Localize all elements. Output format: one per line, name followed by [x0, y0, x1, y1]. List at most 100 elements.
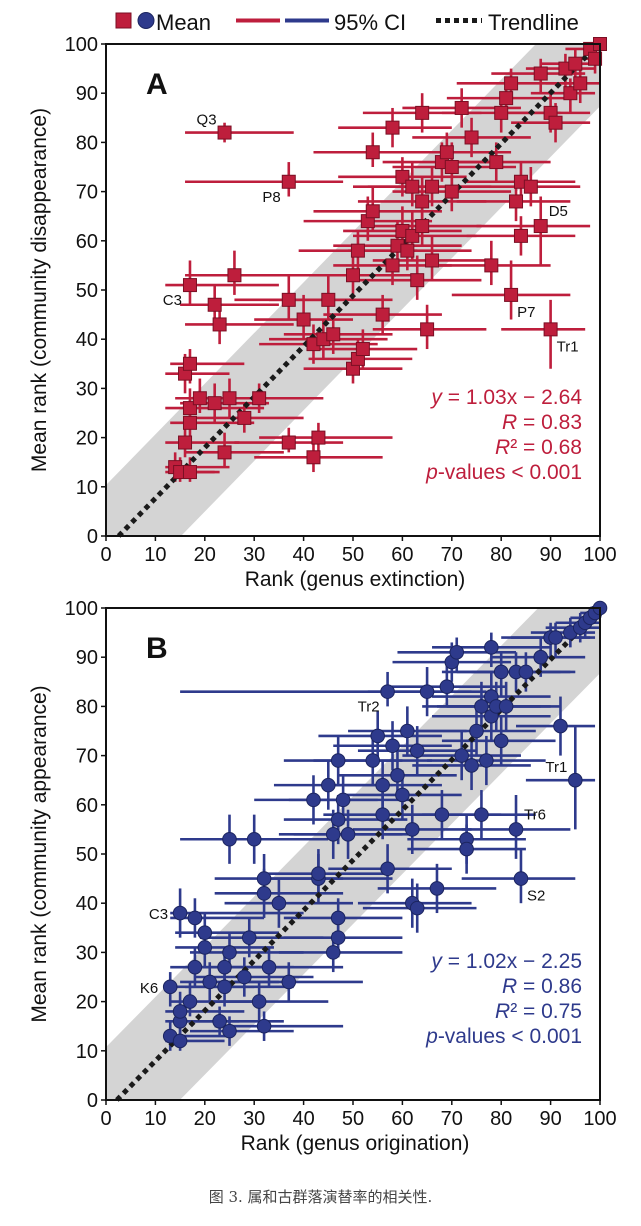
- y-axis-label: Mean rank (community appearance): [28, 685, 51, 1022]
- mean-square-marker: [182, 278, 197, 293]
- x-tick-label: 40: [292, 544, 314, 566]
- mean-circle-marker: [395, 787, 410, 803]
- mean-square-marker: [281, 435, 296, 450]
- mean-square-marker: [385, 258, 400, 273]
- x-tick-label: 30: [243, 544, 265, 566]
- mean-square-marker: [410, 273, 425, 288]
- point-label: C3: [163, 292, 182, 309]
- y-tick-label: 100: [65, 34, 98, 56]
- mean-circle-marker: [513, 871, 529, 886]
- mean-circle-marker: [217, 959, 232, 975]
- mean-circle-marker: [251, 994, 267, 1009]
- mean-circle-marker: [197, 940, 213, 955]
- x-tick-label: 90: [539, 544, 561, 566]
- y-tick-label: 80: [76, 132, 98, 154]
- mean-circle-marker: [261, 959, 277, 975]
- y-axis-label: Mean rank (community disappearance): [28, 108, 51, 472]
- mean-circle-marker: [241, 930, 257, 945]
- y-tick-label: 70: [76, 746, 98, 768]
- mean-square-marker: [321, 292, 336, 307]
- trendline: [116, 42, 601, 538]
- x-tick-label: 20: [194, 544, 216, 566]
- mean-square-marker: [350, 243, 365, 258]
- y-tick-label: 10: [76, 477, 98, 499]
- x-axis-label: Rank (genus origination): [241, 1132, 470, 1155]
- point-label: Tr1: [557, 338, 579, 355]
- mean-square-marker: [454, 100, 469, 115]
- stats-line: R = 0.86: [502, 975, 582, 998]
- mean-square-marker: [588, 51, 603, 66]
- mean-circle-marker: [172, 1004, 188, 1019]
- x-tick-label: 50: [342, 1108, 364, 1130]
- mean-circle-marker: [246, 831, 262, 847]
- mean-circle-marker: [400, 723, 415, 739]
- mean-circle-marker: [187, 959, 203, 975]
- mean-square-marker: [222, 391, 237, 406]
- mean-square-marker: [306, 450, 321, 465]
- mean-circle-marker: [212, 1013, 227, 1029]
- correlation-figure: Mean 95% CI Trendline Q3 P8 D5 C3 P7 Tr1 0 10 20…: [28, 10, 617, 1155]
- mean-circle-marker: [568, 772, 583, 788]
- mean-square-marker: [533, 219, 548, 234]
- mean-square-marker: [504, 76, 519, 91]
- y-tick-label: 20: [76, 428, 98, 450]
- mean-square-marker: [548, 115, 563, 130]
- x-tick-label: 0: [100, 1108, 111, 1130]
- mean-circle-marker: [222, 945, 237, 960]
- mean-circle-marker: [409, 900, 425, 916]
- legend-ci-label: 95% CI: [334, 10, 406, 35]
- x-tick-label: 100: [583, 544, 616, 566]
- mean-circle-marker: [187, 910, 203, 926]
- mean-circle-marker: [479, 753, 494, 768]
- mean-square-marker: [444, 160, 459, 174]
- x-tick-label: 40: [292, 1108, 314, 1130]
- point-label: C3: [149, 906, 168, 923]
- mean-circle-marker: [321, 777, 336, 793]
- point-label: S2: [527, 888, 545, 905]
- mean-circle-marker: [182, 994, 198, 1009]
- mean-square-marker: [326, 327, 341, 342]
- stats-line: R² = 0.75: [495, 1000, 582, 1023]
- x-tick-label: 80: [490, 544, 512, 566]
- mean-circle-marker: [429, 881, 445, 896]
- point-label: Tr2: [358, 699, 380, 716]
- mean-square-marker: [400, 243, 415, 258]
- panel-letter: A: [146, 68, 168, 101]
- mean-square-marker: [355, 342, 370, 357]
- legend-mean-label: Mean: [156, 10, 211, 35]
- mean-square-marker: [568, 56, 583, 71]
- x-tick-label: 70: [441, 1108, 463, 1130]
- point-label: P8: [262, 189, 280, 206]
- mean-square-marker: [311, 430, 326, 445]
- mean-circle-marker: [548, 630, 563, 645]
- mean-circle-marker: [217, 979, 232, 995]
- mean-circle-marker: [222, 1023, 237, 1039]
- stats-line: R = 0.83: [502, 411, 582, 434]
- x-tick-label: 0: [100, 544, 111, 566]
- point-label: K6: [140, 980, 158, 997]
- x-tick-label: 100: [583, 1108, 616, 1130]
- mean-circle-marker: [439, 679, 455, 695]
- mean-circle-marker: [404, 822, 420, 837]
- mean-square-marker: [509, 194, 524, 209]
- x-tick-label: 10: [144, 544, 166, 566]
- mean-square-marker: [217, 445, 232, 460]
- point-label: Tr1: [545, 759, 567, 776]
- mean-square-marker: [543, 322, 558, 337]
- mean-circle-marker: [375, 777, 390, 793]
- mean-circle-marker: [311, 866, 326, 881]
- mean-circle-marker: [553, 718, 568, 734]
- mean-circle-marker: [493, 733, 509, 749]
- y-tick-label: 60: [76, 795, 98, 817]
- stats-line: p-values < 0.001: [425, 1025, 582, 1048]
- y-tick-label: 80: [76, 696, 98, 718]
- mean-markers: [162, 600, 608, 1049]
- mean-circle-marker: [454, 748, 469, 763]
- y-tick-label: 40: [76, 893, 98, 915]
- x-tick-label: 80: [490, 1108, 512, 1130]
- stats-line: y = 1.02x − 2.25: [429, 950, 582, 973]
- mean-circle-marker: [330, 930, 346, 945]
- mean-circle-marker: [172, 1033, 188, 1049]
